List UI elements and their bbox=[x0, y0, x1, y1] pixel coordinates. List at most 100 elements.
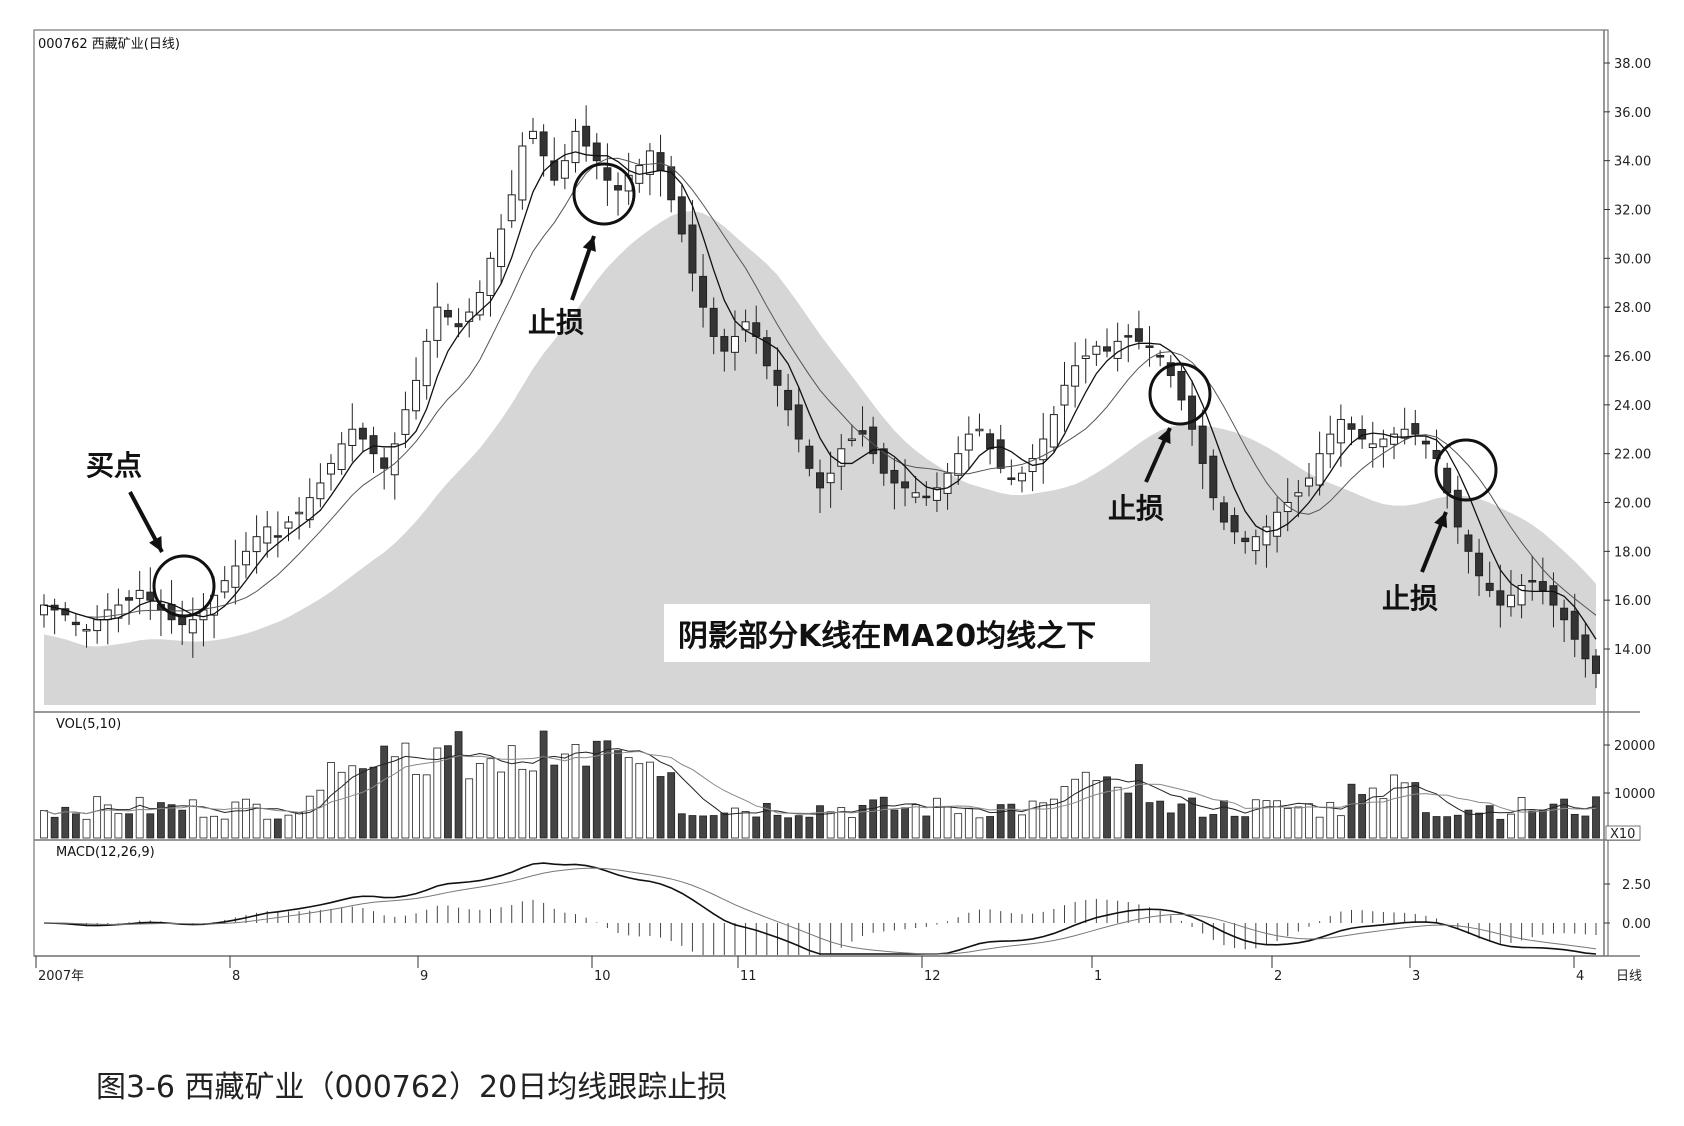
volume-bar bbox=[773, 814, 782, 839]
volume-ma-lines bbox=[43, 748, 1597, 816]
candle-body bbox=[1400, 428, 1409, 439]
macd-dif-line bbox=[43, 862, 1597, 955]
volume-bar bbox=[465, 778, 474, 839]
x-tick-label: 3 bbox=[1412, 969, 1420, 984]
x-tick-label: 11 bbox=[740, 969, 757, 984]
candle-body bbox=[943, 472, 952, 494]
volume-bar bbox=[252, 803, 261, 839]
candle-body bbox=[762, 337, 771, 367]
volume-bar bbox=[1517, 797, 1526, 839]
volume-bar bbox=[1581, 815, 1590, 839]
volume-bar bbox=[40, 810, 48, 839]
volume-bar bbox=[1145, 802, 1154, 839]
volume-bar bbox=[1081, 771, 1090, 839]
candle-body bbox=[316, 482, 325, 500]
volume-bar bbox=[1453, 814, 1462, 839]
candle-body bbox=[178, 616, 187, 626]
candle-body bbox=[1368, 443, 1377, 449]
candle-body bbox=[1198, 425, 1207, 464]
candle-body bbox=[1581, 634, 1590, 660]
volume-bar bbox=[188, 799, 197, 839]
candle-body bbox=[1156, 355, 1165, 358]
candle-body bbox=[1134, 328, 1143, 342]
volume-bar bbox=[125, 813, 133, 839]
candle-body bbox=[1464, 534, 1473, 552]
macd-histogram bbox=[54, 898, 1597, 955]
candle-body bbox=[1475, 552, 1484, 577]
candle-body bbox=[1283, 502, 1292, 513]
annotation-arrowhead bbox=[582, 236, 596, 252]
price-tick-label: 20.00 bbox=[1614, 497, 1651, 512]
candle-body bbox=[975, 428, 984, 432]
candle-body bbox=[1166, 362, 1175, 377]
annotation-circle bbox=[1148, 362, 1212, 426]
volume-bar bbox=[571, 744, 580, 839]
volume-bar bbox=[444, 745, 452, 839]
volume-bar bbox=[603, 740, 612, 839]
candle-body bbox=[82, 628, 91, 632]
volume-bar bbox=[1549, 803, 1558, 839]
candle-body bbox=[348, 428, 357, 446]
candle-body bbox=[1560, 607, 1569, 621]
x-tick-label: 8 bbox=[232, 969, 240, 984]
volume-bar bbox=[890, 809, 899, 839]
volume-bar bbox=[741, 811, 750, 839]
volume-bar bbox=[911, 804, 920, 839]
candle-body bbox=[390, 443, 399, 476]
volume-bar bbox=[731, 807, 739, 839]
candle-body bbox=[252, 536, 261, 553]
candle-body bbox=[603, 167, 612, 181]
candle-body bbox=[1103, 346, 1112, 352]
volume-bar bbox=[794, 815, 803, 839]
volume-bar bbox=[1336, 815, 1345, 839]
candle-body bbox=[497, 228, 506, 268]
x-tick-label: 10 bbox=[594, 969, 611, 984]
candle-body bbox=[571, 130, 580, 164]
candle-body bbox=[1177, 370, 1186, 401]
volume-bar bbox=[1294, 806, 1303, 839]
volume-bar bbox=[986, 816, 994, 839]
volume-bar bbox=[784, 817, 793, 839]
candle-body bbox=[837, 448, 846, 467]
candle-body bbox=[337, 443, 346, 471]
candle-body bbox=[1592, 655, 1600, 674]
ma5-line bbox=[43, 151, 1597, 640]
volume-bar bbox=[1166, 812, 1175, 839]
volume-bar bbox=[1060, 786, 1069, 839]
volume-bar bbox=[433, 747, 442, 839]
volume-bar bbox=[1368, 787, 1377, 839]
candle-body bbox=[773, 369, 782, 386]
volume-bar bbox=[178, 809, 187, 839]
volume-bar bbox=[720, 812, 729, 839]
candle-body bbox=[911, 492, 920, 498]
candle-body bbox=[454, 323, 463, 328]
x-tick-label: 2007年 bbox=[38, 969, 84, 984]
volume-bar bbox=[390, 756, 399, 839]
volume-bar bbox=[582, 765, 591, 839]
candle-body bbox=[295, 511, 304, 515]
candle-body bbox=[1219, 502, 1228, 523]
candle-body bbox=[1496, 590, 1505, 606]
volume-bar bbox=[1124, 792, 1133, 839]
candle-body bbox=[1049, 414, 1058, 448]
volume-bar bbox=[879, 796, 888, 839]
ma10-line bbox=[43, 157, 1597, 618]
volume-bar bbox=[1049, 798, 1058, 839]
candle-body bbox=[1411, 423, 1420, 435]
candle-body bbox=[539, 131, 548, 157]
volume-bar bbox=[1028, 800, 1037, 839]
volume-bar bbox=[1570, 813, 1579, 839]
price-tick-label: 30.00 bbox=[1614, 252, 1651, 267]
price-tick-label: 36.00 bbox=[1614, 106, 1651, 121]
candle-body bbox=[1528, 580, 1537, 583]
candle-body bbox=[614, 185, 623, 191]
volume-bar bbox=[50, 816, 59, 839]
candle-body bbox=[380, 457, 389, 469]
annotation-circle bbox=[152, 554, 216, 618]
x-tick-label: 9 bbox=[420, 969, 428, 984]
volume-bar bbox=[1071, 778, 1080, 839]
candle-body bbox=[241, 550, 250, 566]
volume-bar bbox=[869, 799, 878, 839]
